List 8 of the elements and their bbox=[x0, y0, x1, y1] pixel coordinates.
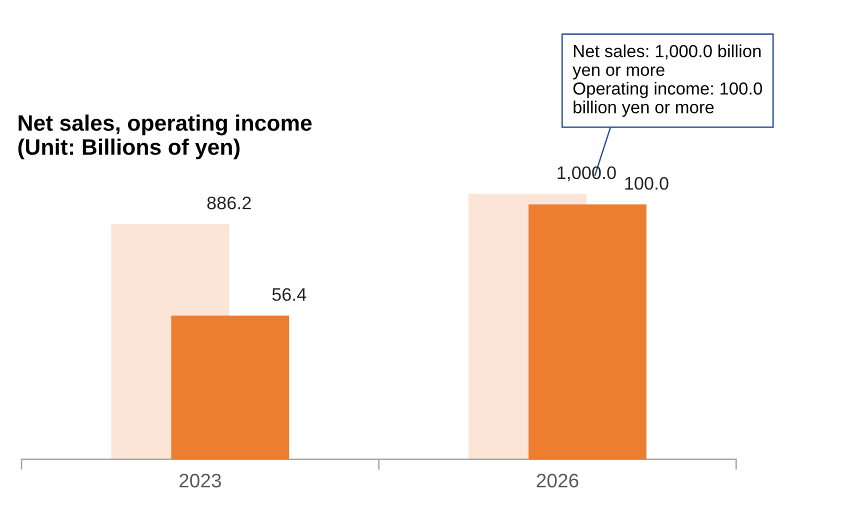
x-tick-label: 2026 bbox=[536, 474, 578, 488]
text: Net sales: 1,000.0 billion yen or more Operating income: 100.0 billion yen or more bbox=[572, 44, 762, 117]
x-tick-label: 2023 bbox=[180, 474, 221, 488]
data-label: 886.2 bbox=[207, 196, 251, 210]
data-label: 100.0 bbox=[625, 176, 668, 190]
chart-title: Net sales, operating income (Unit: Billions of yen) bbox=[18, 114, 312, 160]
data-label: 1,000.0 bbox=[558, 166, 616, 182]
data-label: 56.4 bbox=[272, 288, 306, 301]
